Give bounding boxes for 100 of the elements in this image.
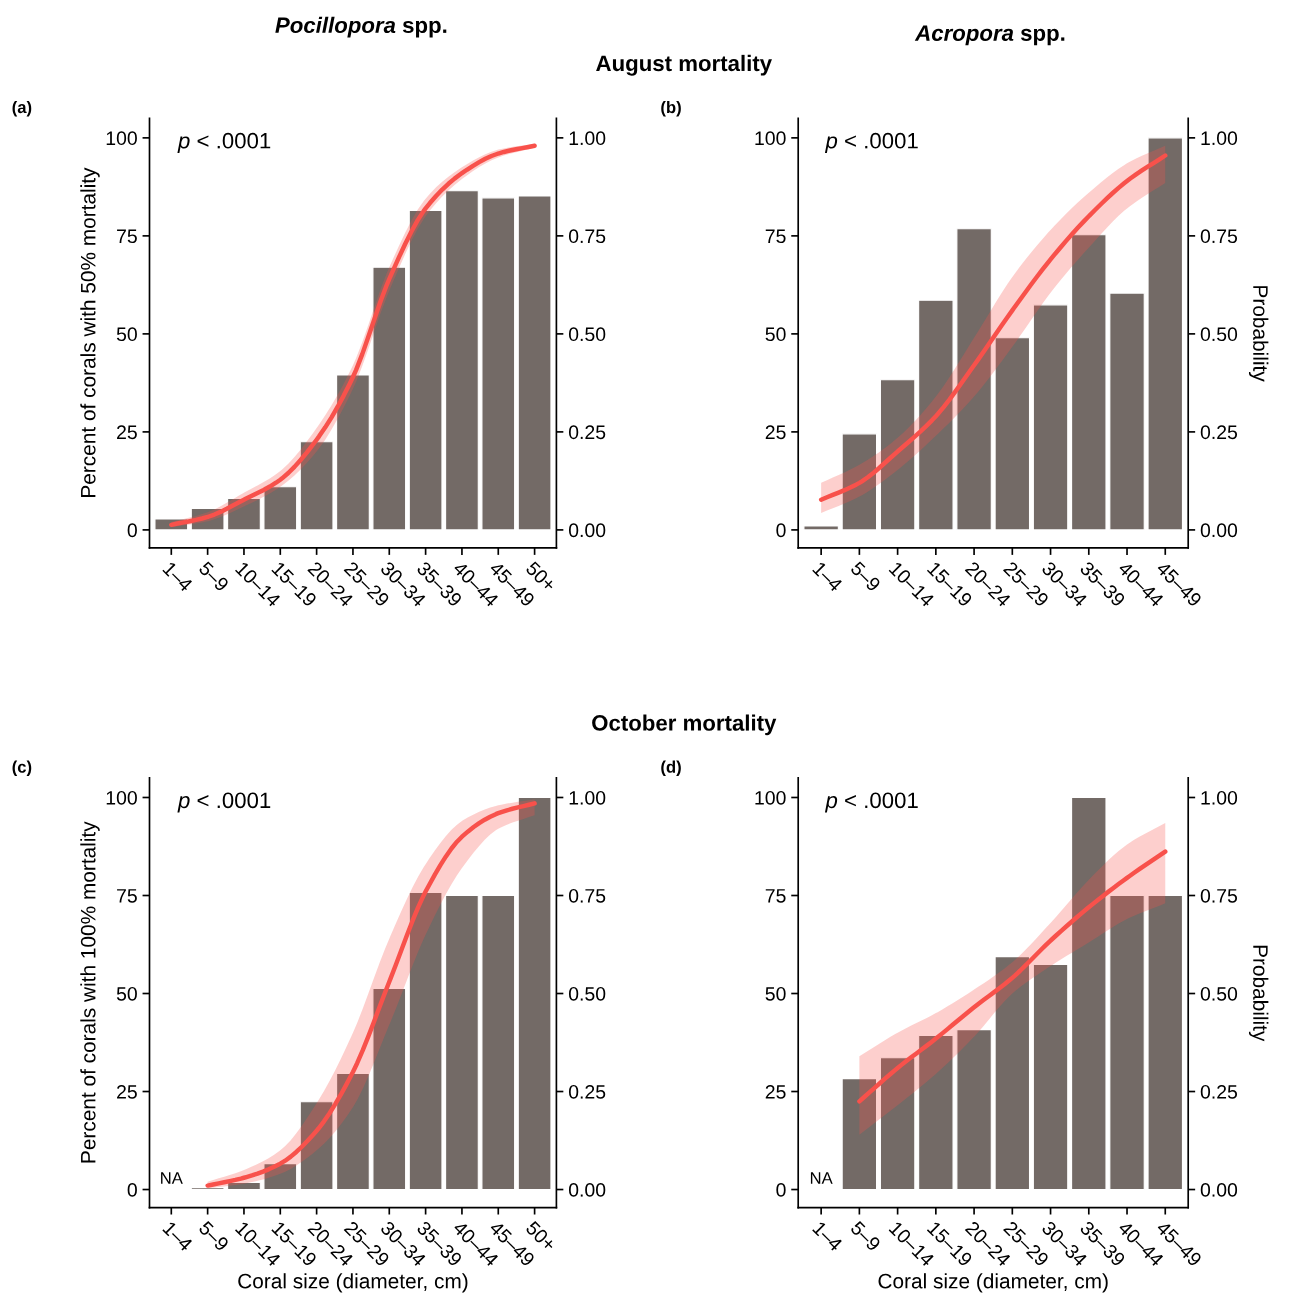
y2-tick-label: 0.00 xyxy=(1200,523,1238,538)
y-tick-label: 25 xyxy=(765,425,786,440)
bar xyxy=(918,1034,954,1191)
bar xyxy=(803,525,839,531)
bar xyxy=(879,1057,916,1191)
y-tick-label: 75 xyxy=(765,889,786,903)
y-tick-label: 75 xyxy=(117,889,137,903)
y2-tick-label: 0.00 xyxy=(568,1183,606,1197)
bar xyxy=(372,987,407,1191)
y2-tick-label: 0.75 xyxy=(568,888,606,903)
chart-subtitle: Acropora spp. xyxy=(914,25,1065,46)
bar xyxy=(372,266,407,531)
y2-tick-label: 0.00 xyxy=(568,523,606,538)
y-axis-title: Percent of corals with 50% mortality xyxy=(80,167,100,497)
x-tick-label: 5–9 xyxy=(198,560,230,593)
y-tick-label: 100 xyxy=(755,790,786,805)
bar xyxy=(994,337,1031,531)
bar xyxy=(481,197,516,531)
y-tick-label: 50 xyxy=(116,986,137,1001)
y-axis-title: Percent of corals with 100% mortality xyxy=(80,821,100,1163)
bar xyxy=(408,209,443,531)
bar xyxy=(1147,137,1184,531)
x-tick-label: 1–4 xyxy=(162,561,194,593)
y-tick-label: 25 xyxy=(765,1084,786,1099)
bar xyxy=(299,1101,334,1191)
bar xyxy=(227,497,261,531)
y2-tick-label: 0.25 xyxy=(568,1084,606,1099)
bar xyxy=(918,299,954,531)
y-tick-label: 100 xyxy=(755,131,786,146)
chart-subtitle: Pocillopora spp. xyxy=(275,16,447,38)
y-tick-label: 50 xyxy=(765,986,786,1001)
y2-tick-label: 1.00 xyxy=(1201,131,1238,146)
y-tick-label: 100 xyxy=(106,790,137,805)
bar xyxy=(956,1029,992,1191)
y-tick-label: 75 xyxy=(117,229,137,244)
bar xyxy=(445,190,479,531)
y-tick-label: 75 xyxy=(765,229,786,244)
bar xyxy=(517,796,552,1191)
bar xyxy=(841,1078,878,1191)
annotation: p < .0001 xyxy=(177,792,271,813)
annotation: NA xyxy=(161,1172,183,1184)
y2-tick-label: 0.75 xyxy=(1200,229,1238,244)
y2-tick-label: 0.00 xyxy=(1200,1183,1238,1197)
y-tick-label: 25 xyxy=(117,1084,137,1099)
y2-tick-label: 0.50 xyxy=(1200,327,1238,342)
y-tick-label: 0 xyxy=(127,523,137,538)
bar xyxy=(445,894,479,1191)
y-tick-label: 50 xyxy=(765,327,786,342)
bar xyxy=(1071,234,1107,531)
y-tick-label: 50 xyxy=(116,327,137,342)
y2-tick-label: 0.75 xyxy=(568,229,606,244)
bar xyxy=(841,433,878,531)
text: August mortality xyxy=(596,54,772,76)
bar xyxy=(1147,894,1184,1191)
x-axis-title: Coral size (diameter, cm) xyxy=(878,1273,1108,1293)
bar xyxy=(1109,894,1145,1191)
y2-tick-label: 0.25 xyxy=(1200,1084,1238,1099)
bar xyxy=(336,1072,370,1191)
y2-tick-label: 0.75 xyxy=(1200,888,1238,903)
bar xyxy=(263,1163,298,1191)
x-tick-label: 1–4 xyxy=(812,561,844,593)
annotation: p < .0001 xyxy=(177,132,271,153)
y2-tick-label: 1.00 xyxy=(569,790,606,805)
text: (c) xyxy=(12,760,32,777)
bar xyxy=(994,956,1031,1191)
annotation: NA xyxy=(810,1172,833,1184)
text: (d) xyxy=(661,760,681,777)
x-axis-title: Coral size (diameter, cm) xyxy=(238,1273,468,1293)
y2-axis-title: Probability xyxy=(1248,286,1269,382)
y2-tick-label: 0.25 xyxy=(568,425,606,440)
x-tick-label: 1–4 xyxy=(812,1220,844,1252)
x-tick-label: 5–9 xyxy=(198,1220,230,1252)
y-tick-label: 0 xyxy=(776,523,786,538)
y-tick-label: 100 xyxy=(106,131,137,146)
bar xyxy=(1032,963,1069,1191)
annotation: p < .0001 xyxy=(824,792,918,813)
x-tick-label: 1–4 xyxy=(162,1220,194,1252)
bar xyxy=(879,379,916,531)
y2-tick-label: 1.00 xyxy=(569,131,606,146)
y2-axis-title: Probability xyxy=(1248,945,1269,1042)
text: (a) xyxy=(12,100,32,117)
bar xyxy=(1071,796,1107,1191)
bar xyxy=(263,486,298,531)
bar xyxy=(1032,304,1069,531)
y-tick-label: 25 xyxy=(117,425,137,440)
bar xyxy=(227,1181,261,1191)
annotation: p < .0001 xyxy=(824,132,918,153)
y2-tick-label: 0.50 xyxy=(568,986,606,1001)
bar xyxy=(408,891,443,1191)
y2-tick-label: 0.50 xyxy=(568,327,606,342)
bar xyxy=(517,195,552,531)
y2-tick-label: 0.50 xyxy=(1200,986,1238,1001)
bar xyxy=(956,228,992,531)
bar xyxy=(299,441,334,531)
text: October mortality xyxy=(592,714,777,736)
text: (b) xyxy=(661,100,681,117)
bar xyxy=(481,894,516,1191)
bar xyxy=(1109,292,1145,531)
x-tick-label: 5–9 xyxy=(849,560,882,593)
y2-tick-label: 1.00 xyxy=(1201,790,1238,805)
